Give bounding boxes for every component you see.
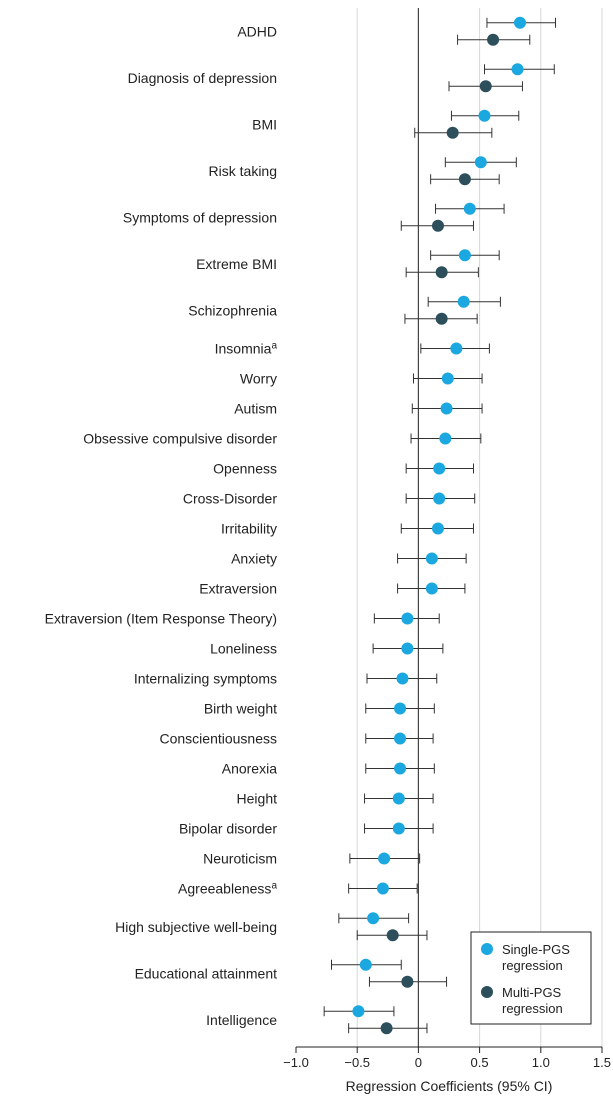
row-label-footnote: a (271, 881, 277, 892)
row-label: Extraversion (199, 581, 277, 597)
multi-pgs-point (386, 929, 399, 942)
row-label: Loneliness (210, 641, 277, 657)
legend: Single-PGS regression Multi-PGS regressi… (470, 931, 592, 1025)
data-marks (323, 16, 556, 1035)
row-label: Educational attainment (135, 965, 278, 981)
single-pgs-point (450, 342, 463, 355)
row-label: Worry (240, 371, 277, 387)
single-pgs-point (401, 612, 414, 625)
single-pgs-point (474, 156, 487, 169)
single-pgs-point (352, 1005, 365, 1018)
legend-single-label: Single-PGS regression (502, 942, 574, 973)
row-label: Agreeablenessa (178, 881, 277, 897)
row-label: Cross-Disorder (183, 491, 277, 507)
single-pgs-point (359, 958, 372, 971)
x-axis: −1.0 −0.5 0 0.5 1.0 1.5 (283, 1046, 611, 1070)
multi-pgs-point (380, 1022, 393, 1035)
single-pgs-point (478, 109, 491, 122)
row-label: Diagnosis of depression (128, 70, 277, 86)
legend-multi-line-2: regression (502, 1001, 563, 1016)
row-label: Internalizing symptoms (134, 671, 277, 687)
multi-pgs-point (458, 173, 471, 186)
single-pgs-point (433, 492, 446, 505)
multi-pgs-point (401, 975, 414, 988)
single-pgs-point (513, 16, 526, 29)
x-tick-label: 1.5 (593, 1055, 611, 1070)
row-label: Risk taking (209, 163, 277, 179)
x-tick-label: 0.5 (471, 1055, 489, 1070)
single-pgs-point (441, 372, 454, 385)
single-pgs-point (394, 762, 407, 775)
row-label: Openness (213, 461, 277, 477)
row-label: Schizophrenia (188, 302, 277, 318)
row-label: Anxiety (231, 551, 277, 567)
x-tick-label: −1.0 (283, 1055, 309, 1070)
legend-multi-label: Multi-PGS regression (502, 985, 565, 1016)
legend-multi-line-1: Multi-PGS (502, 985, 562, 1000)
multi-pgs-point (435, 266, 448, 279)
row-label: Symptoms of depression (123, 209, 277, 225)
single-pgs-point (425, 582, 438, 595)
multi-pgs-point (431, 219, 444, 232)
single-pgs-point (394, 702, 407, 715)
row-label: Autism (234, 401, 277, 417)
single-pgs-point (367, 912, 380, 925)
row-label: BMI (252, 116, 277, 132)
row-label-footnote: a (271, 341, 277, 352)
single-pgs-point (378, 852, 391, 865)
x-tick-label: 1.0 (532, 1055, 550, 1070)
single-pgs-point (392, 792, 405, 805)
single-pgs-point (425, 552, 438, 565)
legend-multi-marker (481, 986, 493, 998)
legend-single-marker (481, 943, 493, 955)
row-label: Birth weight (204, 701, 277, 717)
single-pgs-point (392, 822, 405, 835)
legend-single-line-2: regression (502, 958, 563, 973)
single-pgs-point (401, 642, 414, 655)
row-labels: ADHD Diagnosis of depression BMI Risk takin… (45, 23, 278, 1028)
multi-pgs-point (479, 80, 492, 93)
legend-single-line-1: Single-PGS (502, 942, 570, 957)
row-label: Insomniaa (215, 341, 278, 357)
row-label: ADHD (237, 23, 277, 39)
row-label: Neuroticism (203, 851, 277, 867)
row-label: Obsessive compulsive disorder (83, 431, 277, 447)
single-pgs-point (396, 672, 409, 685)
x-tick-label: 0 (415, 1055, 422, 1070)
single-pgs-point (439, 432, 452, 445)
single-pgs-point (433, 462, 446, 475)
row-label: High subjective well-being (115, 919, 277, 935)
multi-pgs-point (435, 312, 448, 325)
single-pgs-point (440, 402, 453, 415)
row-label: Extraversion (Item Response Theory) (45, 611, 277, 627)
row-label: Anorexia (222, 761, 277, 777)
single-pgs-point (511, 63, 524, 76)
row-label: Height (237, 791, 278, 807)
single-pgs-point (394, 732, 407, 745)
single-pgs-point (458, 249, 471, 262)
single-pgs-point (463, 202, 476, 215)
x-tick-label: −0.5 (344, 1055, 370, 1070)
single-pgs-point (376, 882, 389, 895)
row-label: Extreme BMI (196, 256, 277, 272)
row-label: Conscientiousness (159, 731, 277, 747)
single-pgs-point (457, 295, 470, 308)
row-label: Bipolar disorder (179, 821, 277, 837)
x-axis-title: Regression Coefficients (95% CI) (346, 1078, 553, 1094)
multi-pgs-point (446, 126, 459, 139)
multi-pgs-point (487, 33, 500, 46)
grid-layer (356, 8, 603, 1047)
row-label: Intelligence (206, 1012, 277, 1028)
row-label: Irritability (221, 521, 277, 537)
single-pgs-point (431, 522, 444, 535)
